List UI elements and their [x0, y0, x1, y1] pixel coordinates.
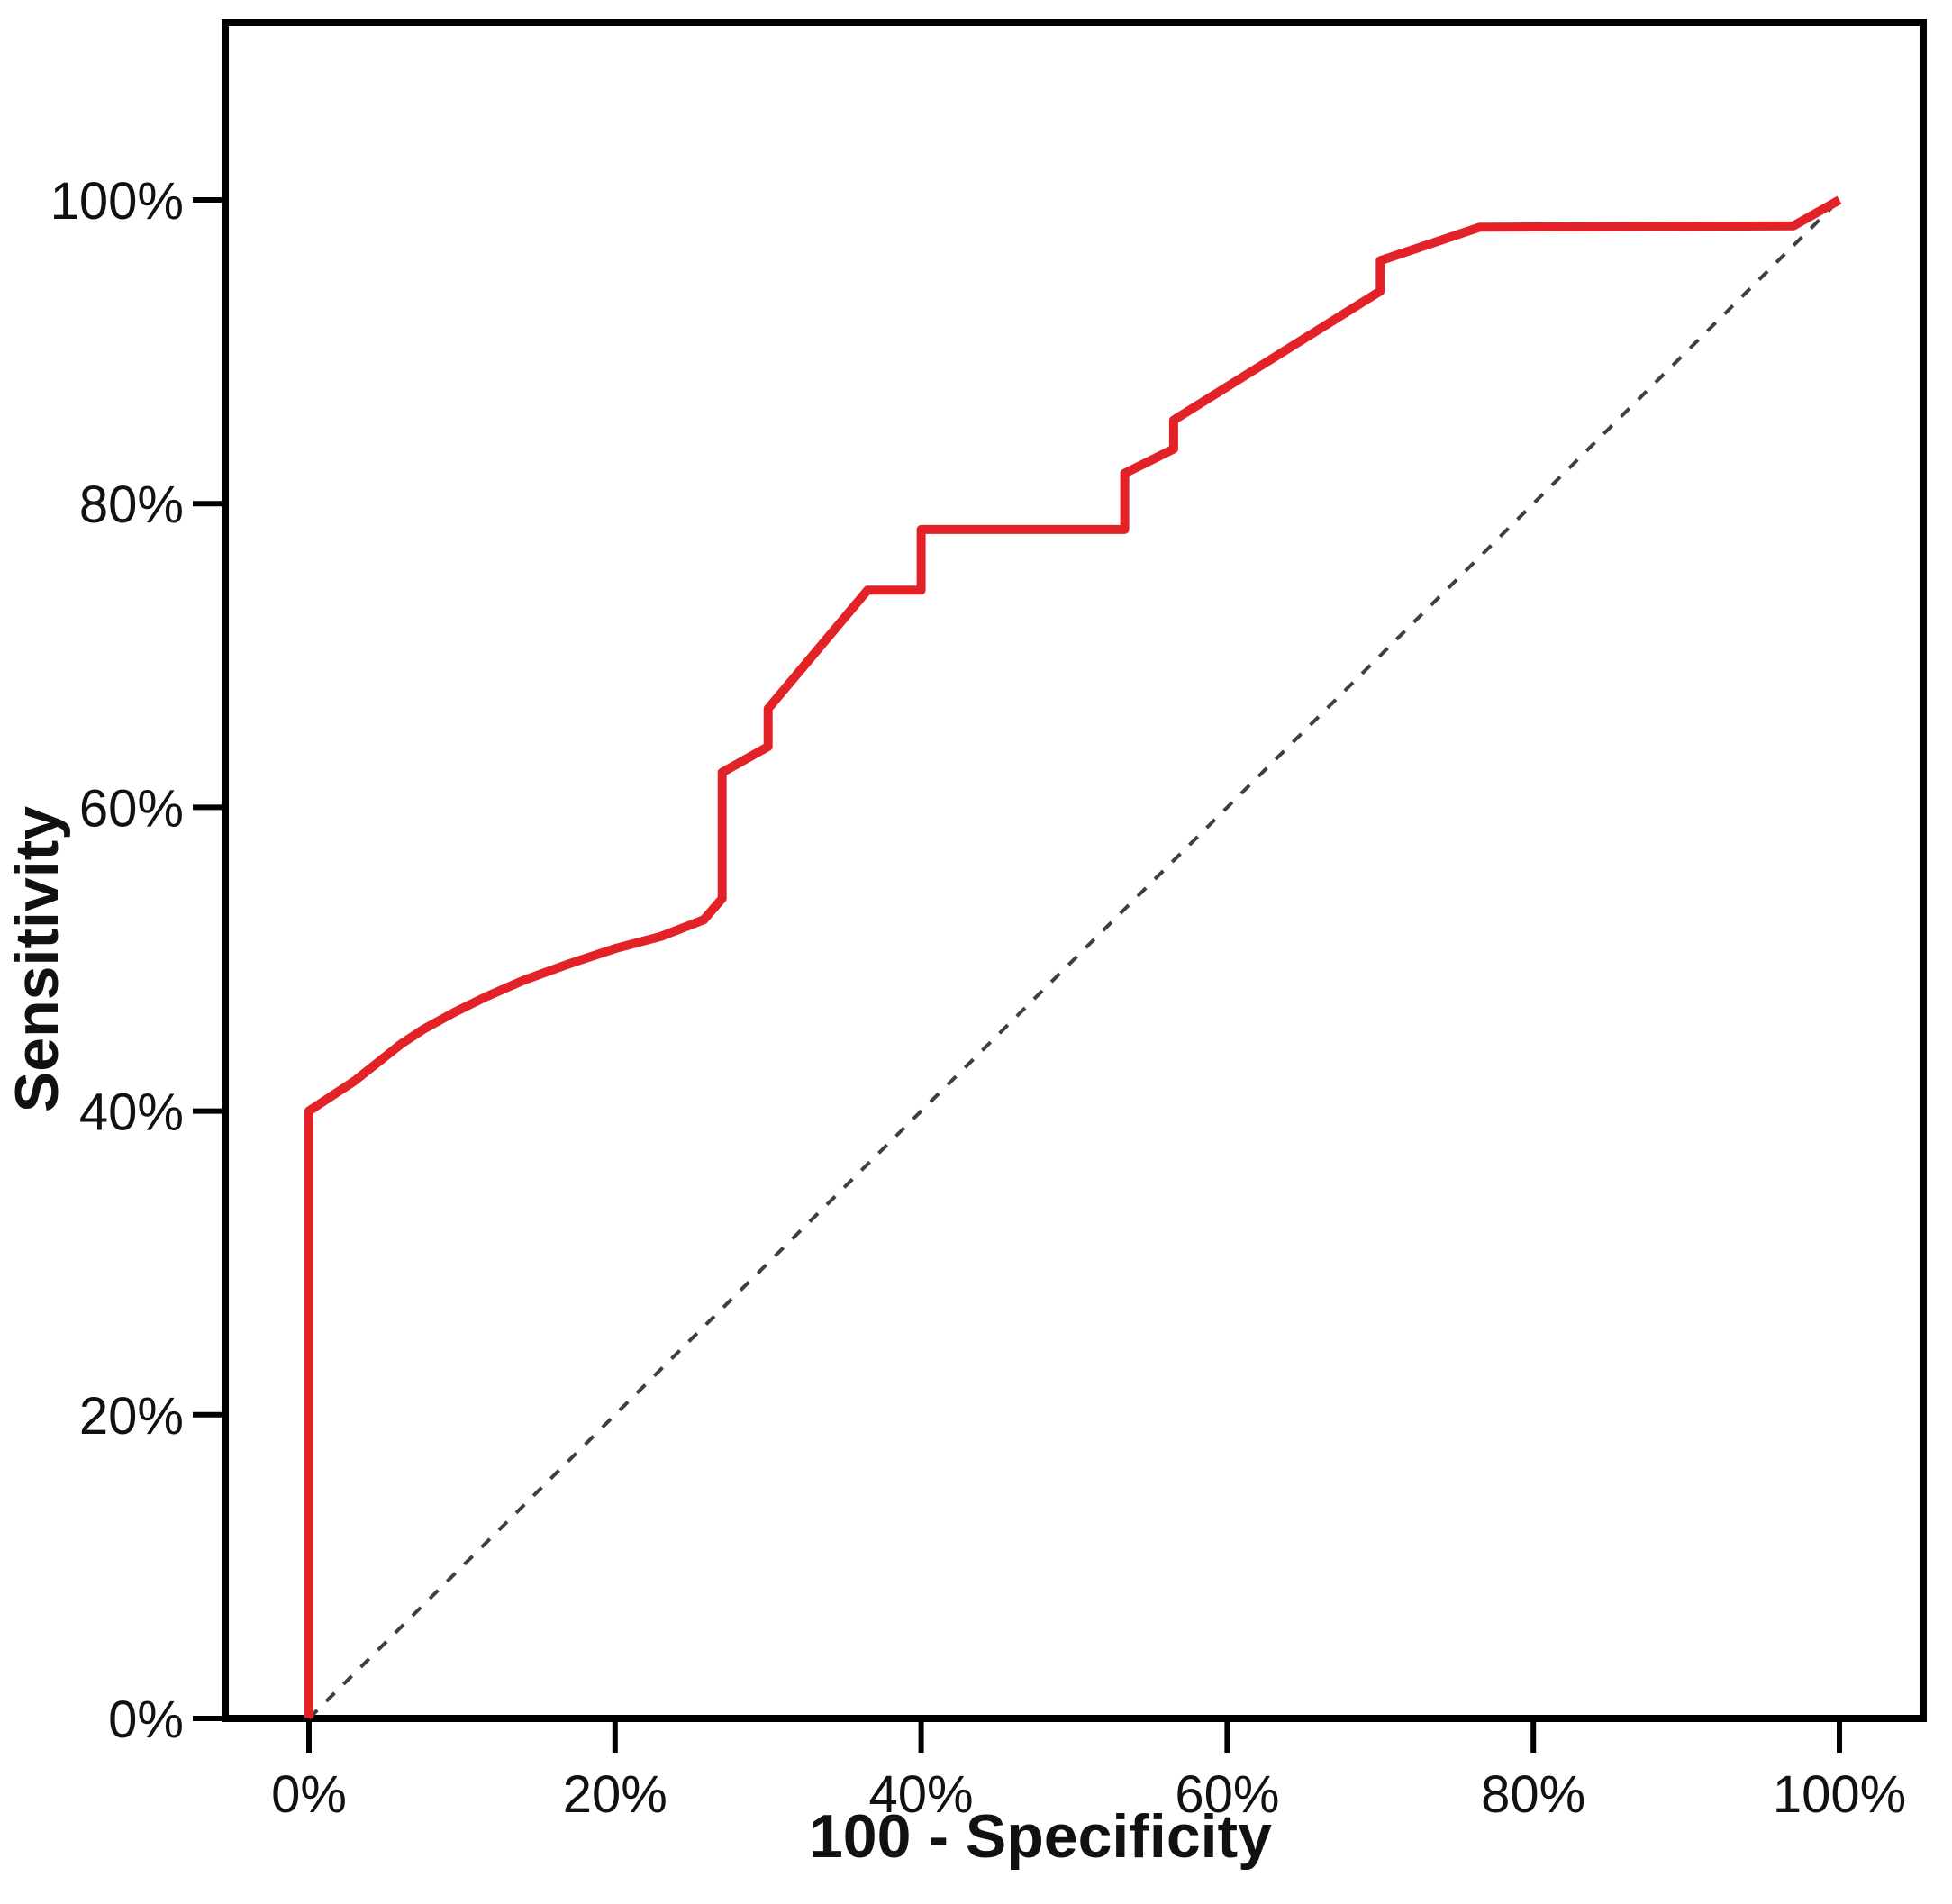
reference-diagonal-line	[307, 198, 1841, 1720]
x-axis-ticks: 0% 20% 40% 60% 80% 100%	[271, 1718, 1906, 1824]
y-axis-ticks: 0% 20% 40% 60% 80% 100%	[50, 172, 227, 1749]
y-tick-label: 60%	[79, 779, 184, 838]
x-tick-label: 0%	[271, 1765, 347, 1824]
plot-frame	[222, 19, 1927, 1722]
x-tick-label: 100%	[1773, 1765, 1906, 1824]
y-tick-label: 20%	[79, 1387, 184, 1446]
x-tick-label: 80%	[1481, 1765, 1585, 1824]
y-tick-label: 100%	[50, 172, 184, 231]
y-tick-label: 0%	[108, 1691, 184, 1749]
x-tick-label: 60%	[1175, 1765, 1279, 1824]
roc-curve-line	[304, 195, 1842, 1718]
x-tick-label: 40%	[869, 1765, 974, 1824]
x-tick-label: 20%	[563, 1765, 667, 1824]
y-axis-title: Sensitivity	[3, 806, 71, 1112]
x-axis-title: 100 - Specificity	[809, 1802, 1272, 1871]
y-tick-label: 40%	[79, 1083, 184, 1142]
y-tick-label: 80%	[79, 476, 184, 534]
